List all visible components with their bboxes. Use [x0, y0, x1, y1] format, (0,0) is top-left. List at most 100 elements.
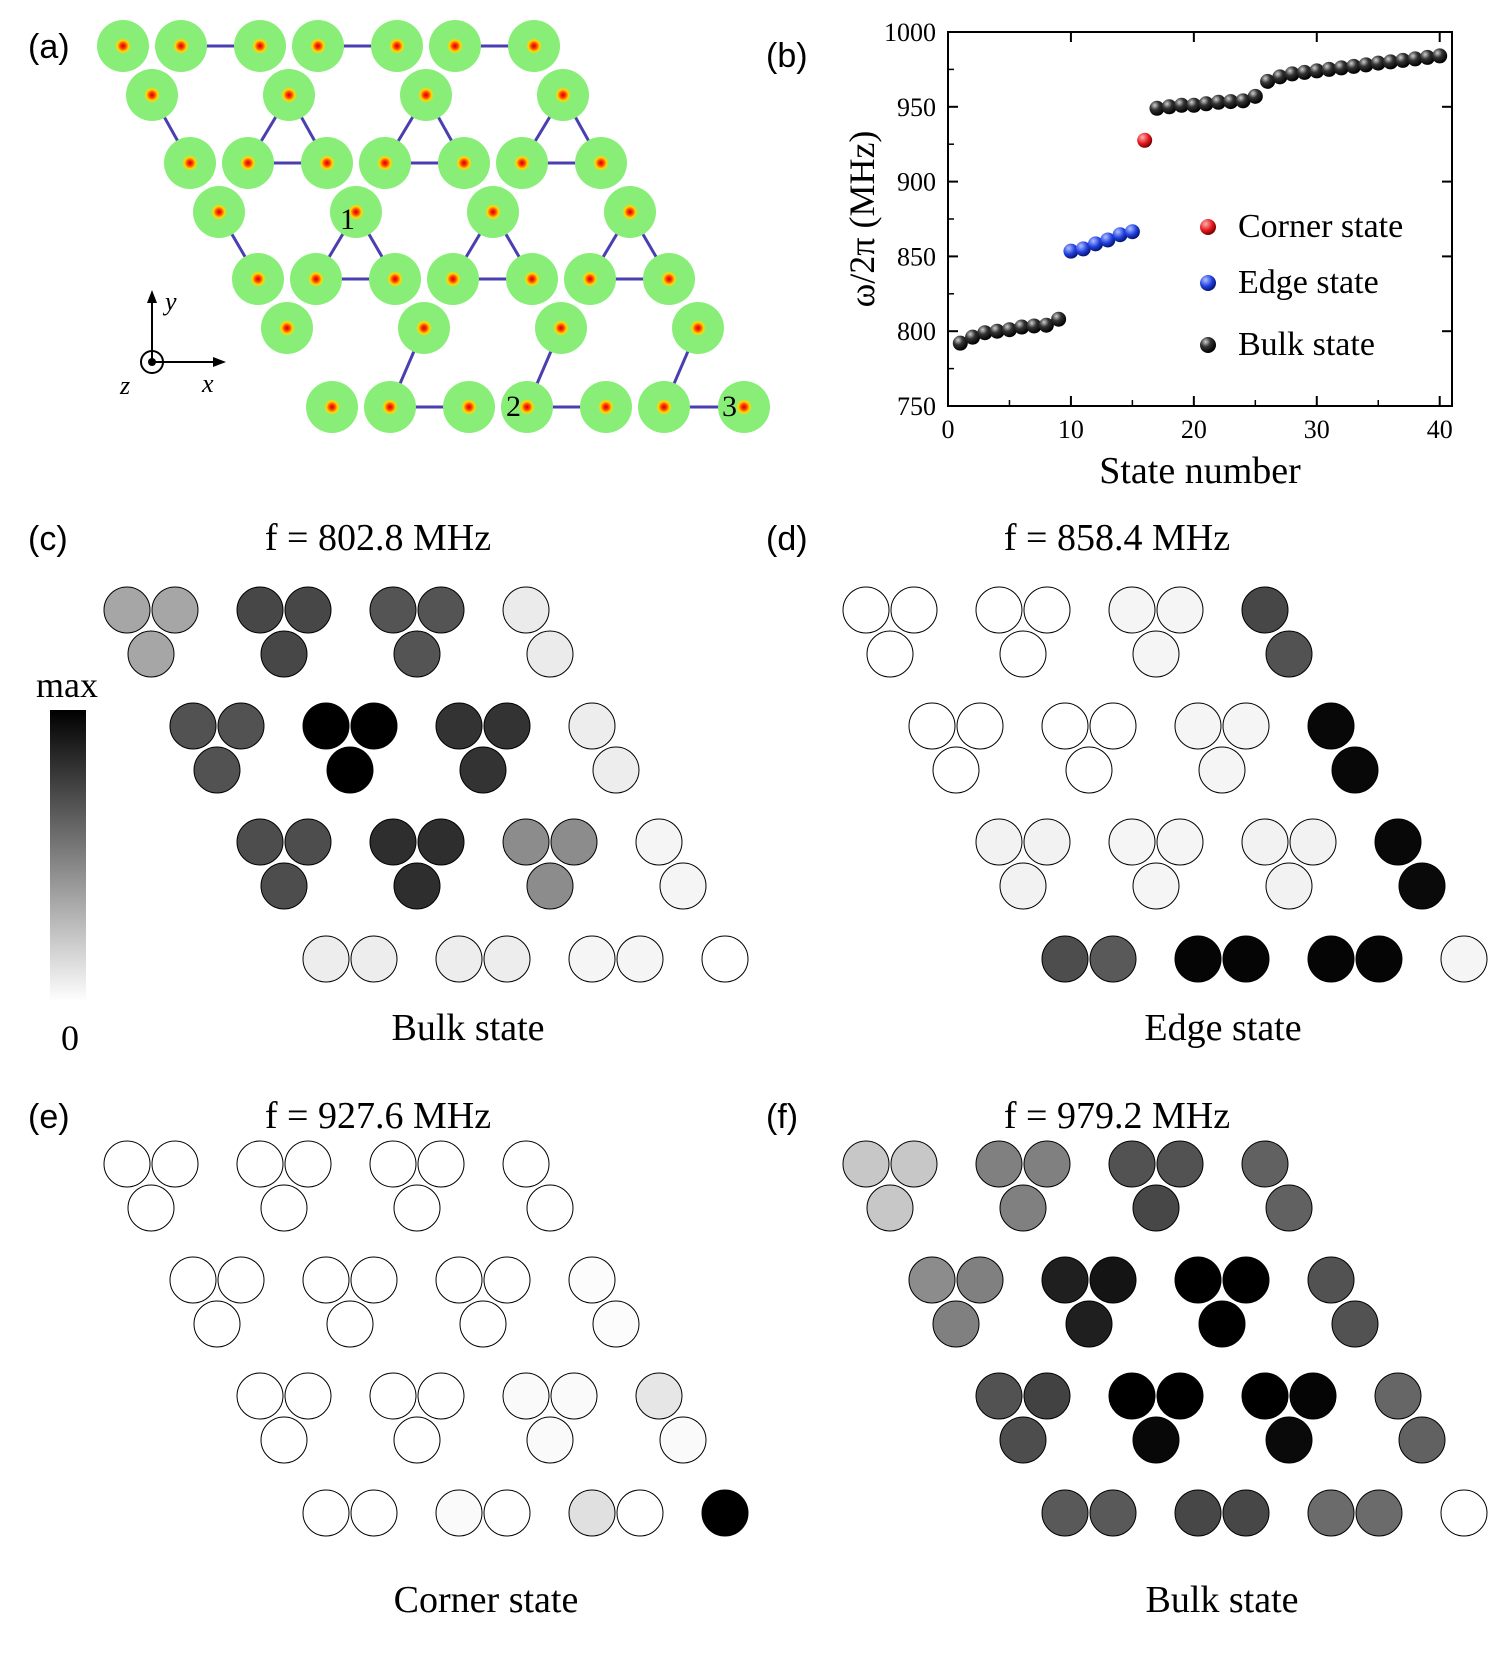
intensity-site — [1198, 1300, 1246, 1348]
intensity-site — [1023, 1140, 1071, 1188]
intensity-site — [435, 935, 483, 983]
resonator-core — [310, 38, 326, 54]
intensity-site — [1241, 1140, 1289, 1188]
intensity-site — [236, 1140, 284, 1188]
intensity-site — [284, 586, 332, 634]
intensity-site — [1307, 935, 1355, 983]
intensity-site — [592, 1300, 640, 1348]
intensity-site — [127, 630, 175, 678]
panel-label-f: (f) — [766, 1098, 798, 1136]
intensity-site — [1440, 1489, 1488, 1537]
intensity-site — [1398, 1416, 1446, 1464]
intensity-site — [659, 862, 707, 910]
intensity-site — [459, 1300, 507, 1348]
resonator-core — [377, 155, 393, 171]
resonator-core — [389, 38, 405, 54]
intensity-site — [1265, 1184, 1313, 1232]
intensity-site — [635, 1372, 683, 1420]
data-point — [952, 335, 968, 351]
intensity-site — [1108, 1372, 1156, 1420]
resonator-core — [555, 87, 571, 103]
intensity-site — [1307, 1256, 1355, 1304]
data-point — [1333, 60, 1349, 76]
intensity-site — [526, 1184, 574, 1232]
site-label-1: 1 — [340, 203, 355, 236]
intensity-site — [866, 1184, 914, 1232]
data-point — [1063, 243, 1079, 259]
resonator-core — [456, 155, 472, 171]
intensity-site — [193, 746, 241, 794]
intensity-site — [260, 1416, 308, 1464]
panel-d-title: f = 858.4 MHz — [1004, 517, 1230, 559]
intensity-site — [932, 1300, 980, 1348]
intensity-site — [260, 1184, 308, 1232]
data-point — [1309, 63, 1325, 79]
resonator-core — [661, 271, 677, 287]
data-point — [1161, 99, 1177, 115]
intensity-site — [1398, 862, 1446, 910]
intensity-site — [1355, 935, 1403, 983]
data-point — [1001, 322, 1017, 338]
intensity-site — [1241, 586, 1289, 634]
intensity-site — [502, 1372, 550, 1420]
intensity-site — [350, 1489, 398, 1537]
resonator-core — [182, 155, 198, 171]
intensity-site — [350, 702, 398, 750]
intensity-site — [1174, 702, 1222, 750]
resonator-core — [211, 204, 227, 220]
intensity-site — [1132, 862, 1180, 910]
intensity-site — [1307, 1489, 1355, 1537]
intensity-site — [417, 1372, 465, 1420]
panel-b: (b) 0 10 20 30 40 750 800 850 900 950 1000 State nu… — [766, 18, 1453, 492]
intensity-site — [1132, 1184, 1180, 1232]
intensity-site — [866, 630, 914, 678]
intensity-site — [127, 1184, 175, 1232]
intensity-site — [956, 1256, 1004, 1304]
data-point — [1407, 51, 1423, 67]
data-point — [1210, 94, 1226, 110]
resonator-core — [281, 87, 297, 103]
intensity-site — [217, 1256, 265, 1304]
colorbar-max-label: max — [36, 665, 98, 705]
intensity-site — [1089, 1489, 1137, 1537]
intensity-site — [1089, 702, 1137, 750]
intensity-site — [417, 1140, 465, 1188]
intensity-site — [1440, 935, 1488, 983]
data-point — [1272, 69, 1288, 85]
resonator-core — [250, 271, 266, 287]
data-point — [1088, 236, 1104, 252]
data-point — [1075, 241, 1091, 257]
intensity-site — [1265, 1416, 1313, 1464]
legend-label: Edge state — [1238, 264, 1379, 301]
intensity-site — [502, 1140, 550, 1188]
intensity-site — [999, 630, 1047, 678]
intensity-site — [1156, 1372, 1204, 1420]
intensity-site — [1041, 1489, 1089, 1537]
resonator-core — [319, 155, 335, 171]
intensity-site — [1156, 818, 1204, 866]
y-tick-label: 950 — [897, 93, 936, 122]
intensity-site — [1023, 586, 1071, 634]
intensity-site — [260, 862, 308, 910]
legend-label: Bulk state — [1238, 326, 1375, 363]
intensity-site — [616, 935, 664, 983]
x-arrowhead-icon — [213, 357, 226, 367]
resonator-core — [382, 399, 398, 415]
intensity-site — [1222, 702, 1270, 750]
z-axis-label: z — [119, 371, 130, 400]
intensity-site — [236, 586, 284, 634]
x-tick-label: 20 — [1181, 415, 1207, 444]
intensity-site — [417, 586, 465, 634]
data-point — [1137, 132, 1153, 148]
intensity-site — [236, 818, 284, 866]
data-point — [1124, 224, 1140, 240]
panel-label-e: (e) — [28, 1098, 70, 1136]
resonator-core — [445, 271, 461, 287]
intensity-site — [260, 630, 308, 678]
intensity-site — [1065, 746, 1113, 794]
intensity-site — [1265, 862, 1313, 910]
intensity-site — [1331, 1300, 1379, 1348]
intensity-site — [435, 1489, 483, 1537]
resonator-core — [279, 320, 295, 336]
colorbar: max 0 — [36, 665, 98, 1058]
